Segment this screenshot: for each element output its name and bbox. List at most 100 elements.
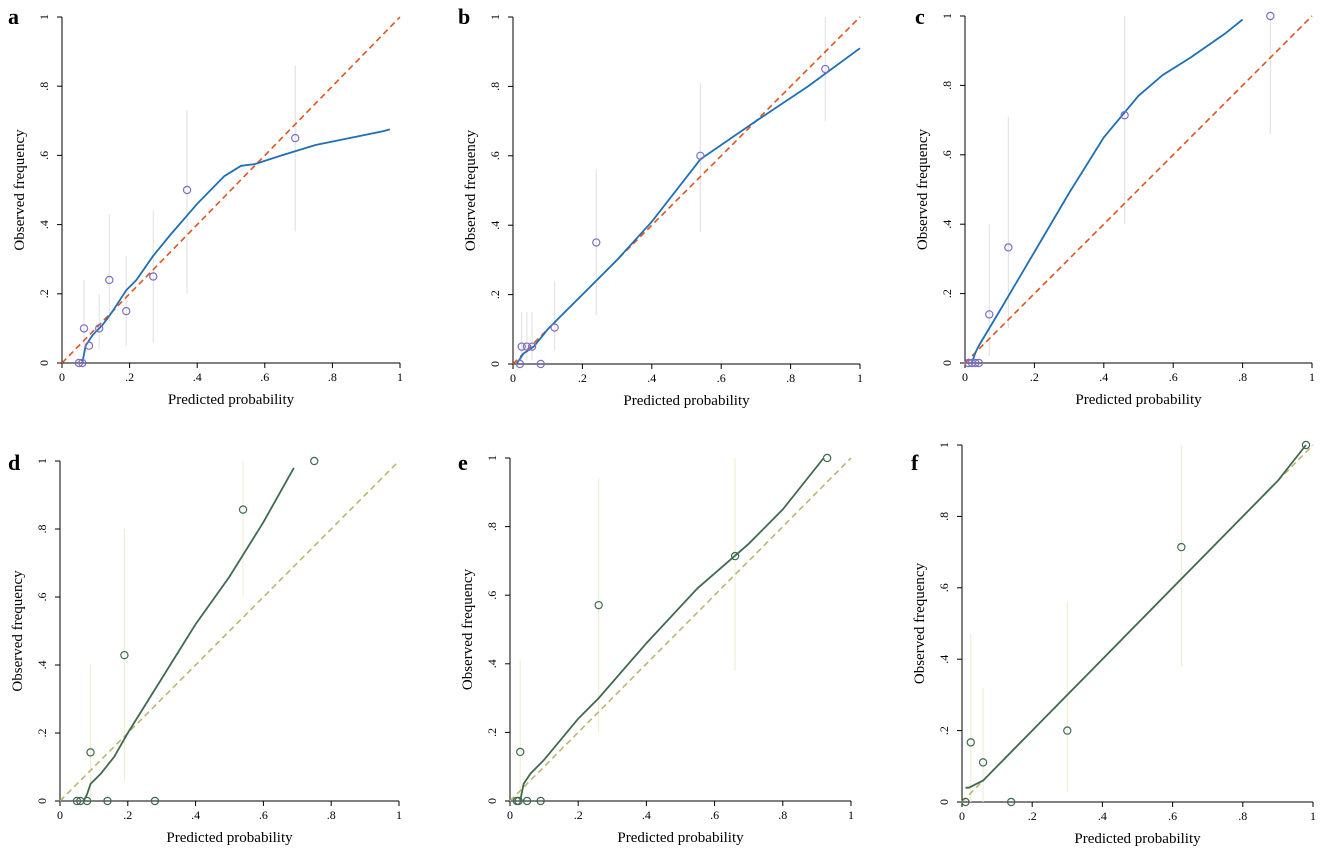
- y-axis-title: Observed frequency: [12, 129, 28, 251]
- y-tick-label: 1: [37, 14, 51, 20]
- y-tick-label: .4: [937, 655, 951, 664]
- y-tick-label: .8: [485, 522, 499, 531]
- y-tick-label: .6: [488, 151, 502, 160]
- y-tick-label: .2: [937, 726, 951, 735]
- x-tick-label: 0: [510, 371, 516, 385]
- y-tick-label: .6: [35, 593, 49, 602]
- point: [78, 358, 87, 368]
- point: [536, 796, 545, 806]
- y-tick-label: .4: [485, 659, 499, 668]
- point: [594, 600, 603, 610]
- point: [82, 796, 92, 806]
- y-tick-label: .4: [35, 661, 49, 670]
- reference-line: [61, 16, 401, 364]
- point: [149, 272, 158, 281]
- y-tick-label: 1: [485, 455, 499, 461]
- point: [103, 796, 112, 806]
- x-axis-title: Predicted probability: [166, 830, 293, 846]
- x-tick-label: .4: [193, 370, 202, 384]
- point: [592, 238, 601, 247]
- point: [961, 797, 970, 807]
- point: [94, 324, 104, 333]
- x-tick-label: .8: [778, 808, 787, 822]
- x-tick-label: .4: [191, 808, 200, 822]
- y-tick-label: 0: [35, 798, 49, 804]
- y-tick-label: .2: [940, 289, 954, 298]
- y-axis-title: Observed frequency: [460, 568, 476, 690]
- x-tick-label: .2: [123, 808, 132, 822]
- panel-letter: a: [8, 4, 19, 29]
- x-tick-label: 0: [962, 370, 968, 384]
- x-tick-label: 0: [57, 808, 63, 822]
- x-tick-label: 0: [507, 808, 513, 822]
- y-axis-title: Observed frequency: [10, 570, 26, 692]
- reference-line: [509, 457, 852, 802]
- x-axis-title: Predicted probability: [1074, 831, 1201, 847]
- point: [122, 306, 131, 316]
- point: [522, 796, 532, 806]
- y-tick-label: 1: [35, 458, 49, 464]
- point: [1006, 797, 1016, 807]
- y-tick-label: 1: [488, 14, 502, 20]
- point: [120, 650, 129, 660]
- x-tick-label: .8: [328, 370, 337, 384]
- panel-letter: e: [458, 450, 468, 475]
- point: [821, 64, 830, 74]
- y-tick-label: 0: [940, 360, 954, 366]
- point: [974, 358, 984, 368]
- y-tick-label: 1: [937, 442, 951, 448]
- point: [730, 551, 740, 561]
- panel: d 0 .2 .4 .6 .8 1 0 .2 .4 .6 .8 1 Predicted probabili…: [8, 450, 402, 846]
- point: [1004, 243, 1013, 252]
- x-tick-label: .6: [1168, 809, 1177, 823]
- panel-letter: d: [8, 450, 20, 475]
- point: [291, 133, 300, 143]
- x-tick-label: .2: [574, 808, 583, 822]
- x-tick-label: .6: [710, 808, 719, 822]
- y-axis-title: Observed frequency: [915, 128, 931, 250]
- point: [182, 185, 192, 195]
- point: [105, 275, 114, 285]
- y-axis-title: Observed frequency: [463, 129, 479, 251]
- point: [238, 505, 248, 514]
- y-tick-label: 1: [940, 13, 954, 19]
- point: [696, 151, 705, 160]
- x-axis-title: Predicted probability: [617, 830, 744, 846]
- y-tick-label: .8: [488, 82, 502, 91]
- x-axis-title: Predicted probability: [1075, 392, 1202, 408]
- smooth-line: [971, 18, 1244, 364]
- point: [985, 310, 994, 319]
- point: [515, 359, 525, 369]
- x-tick-label: 1: [848, 808, 854, 822]
- reference-line: [59, 460, 400, 802]
- point: [1266, 11, 1275, 21]
- point: [79, 324, 89, 333]
- y-tick-label: .4: [37, 220, 51, 229]
- panel-letter: b: [458, 4, 470, 29]
- x-tick-label: .4: [1099, 370, 1108, 384]
- panel: c 0 .2 .4 .6 .8 1 0 .2 .4 .6 .8 1 Predicted probabili…: [915, 4, 1315, 408]
- x-tick-label: .8: [1238, 370, 1247, 384]
- panel-letter: c: [915, 4, 925, 29]
- y-tick-label: .8: [35, 525, 49, 534]
- point: [72, 796, 82, 806]
- y-tick-label: .4: [488, 221, 502, 230]
- x-tick-label: .6: [259, 808, 268, 822]
- x-tick-label: .2: [1030, 370, 1039, 384]
- y-tick-label: .2: [488, 290, 502, 299]
- x-tick-label: .2: [1028, 809, 1037, 823]
- y-tick-label: 0: [937, 799, 951, 805]
- point: [84, 341, 94, 350]
- point: [517, 342, 526, 351]
- smooth-line: [82, 467, 295, 802]
- y-tick-label: .6: [940, 150, 954, 159]
- y-tick-label: .2: [485, 728, 499, 737]
- x-tick-label: 1: [397, 370, 403, 384]
- point: [74, 358, 84, 368]
- point: [966, 738, 975, 747]
- point: [310, 456, 319, 466]
- x-tick-label: .8: [327, 808, 336, 822]
- panel: b 0 .2 .4 .6 .8 1 0 .2 .4 .6 .8 1 Predicted probabili…: [458, 4, 863, 409]
- x-tick-label: .6: [260, 370, 269, 384]
- x-tick-label: .6: [1169, 370, 1178, 384]
